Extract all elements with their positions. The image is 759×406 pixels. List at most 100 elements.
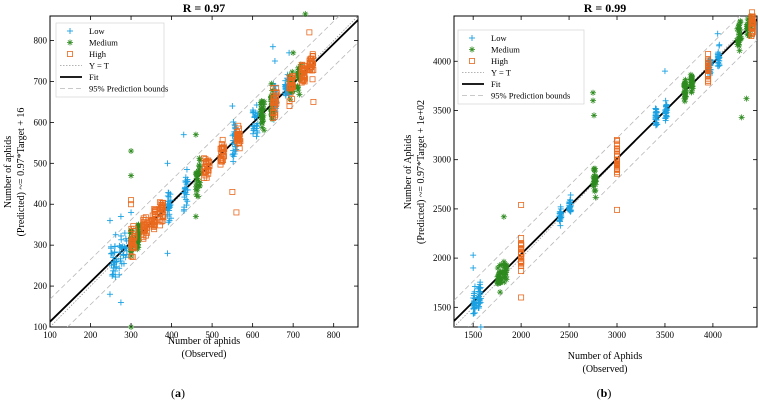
point-high-129 [201, 168, 208, 175]
legend-item-low: Low [469, 33, 507, 43]
point-low-155 [252, 112, 259, 119]
legend-label: 95% Prediction bounds [89, 84, 168, 94]
point-high-106 [614, 137, 620, 143]
point-high-103 [159, 214, 166, 221]
point-medium-77 [591, 173, 598, 180]
point-high-232 [286, 85, 293, 92]
point-medium-182 [590, 89, 597, 96]
point-high-154 [218, 141, 225, 148]
point-high-20 [518, 235, 525, 241]
point-medium-154 [289, 68, 296, 75]
legend-marker [469, 58, 475, 64]
x-tick-label-a: 200 [84, 330, 98, 340]
point-medium-63 [592, 194, 599, 201]
legend-item-low: Low [67, 26, 105, 36]
point-high-121 [202, 160, 209, 167]
point-low-212 [714, 30, 721, 37]
point-high-49 [614, 151, 620, 158]
x-tick-label-a: 300 [124, 330, 138, 340]
point-low-22 [108, 250, 115, 257]
point-low-128 [230, 158, 237, 165]
y-tick-label-a: 400 [34, 199, 48, 209]
point-medium-70 [193, 191, 200, 198]
point-high-74 [148, 218, 155, 225]
point-high-259 [300, 73, 307, 80]
point-medium-65 [194, 187, 201, 194]
point-low-209 [106, 291, 113, 298]
point-high-233 [287, 89, 294, 96]
y-tick-label-b: 2000 [433, 253, 452, 263]
point-low-36 [122, 235, 129, 242]
point-high-42 [142, 228, 149, 235]
y-tick-label-a: 800 [34, 36, 48, 46]
y-tick-label-b: 3500 [433, 105, 452, 115]
point-low-22 [470, 290, 477, 297]
point-medium-45 [501, 279, 508, 286]
point-low-50 [477, 279, 484, 286]
point-low-16 [111, 249, 118, 256]
point-low-24 [112, 274, 119, 281]
point-low-27 [116, 249, 123, 256]
point-high-198 [271, 109, 278, 116]
legend-item-medium: Medium [469, 45, 520, 55]
point-high-23 [129, 244, 136, 251]
point-high-50 [614, 147, 620, 154]
y-tick-label-b: 2500 [433, 204, 452, 214]
point-low-49 [475, 299, 482, 306]
point-medium-186 [738, 114, 745, 121]
point-low-48 [120, 251, 127, 258]
point-medium-155 [735, 36, 742, 43]
point-medium-187 [302, 10, 309, 17]
point-medium-183 [590, 97, 597, 104]
x-axis-sublabel-a: (Observed) [182, 349, 227, 360]
point-high-11 [128, 225, 135, 232]
legend-marker [67, 28, 73, 34]
point-low-214 [164, 250, 171, 257]
point-low-126 [233, 146, 240, 153]
legend-marker [67, 39, 73, 46]
point-high-181 [235, 140, 242, 147]
point-high-1 [129, 254, 136, 260]
legend-label: Fit [491, 79, 501, 89]
legend-label: Low [89, 26, 105, 36]
point-low-120 [230, 118, 237, 125]
point-low-103 [182, 187, 189, 194]
y-tick-label-b: 1500 [433, 302, 452, 312]
y-tick-label-a: 600 [34, 117, 48, 127]
y-axis-label-b: Number of Aphids [403, 135, 414, 210]
point-low-210 [477, 324, 484, 330]
point-high-102 [748, 17, 755, 24]
point-high-206 [270, 100, 276, 107]
point-medium-182 [128, 148, 135, 155]
legend-marker [469, 35, 475, 41]
point-high-178 [234, 132, 241, 138]
point-high-50 [140, 215, 147, 222]
point-low-16 [471, 283, 478, 290]
point-low-154 [254, 129, 261, 136]
point-low-155 [663, 101, 670, 108]
point-medium-93 [682, 76, 689, 83]
point-medium-188 [290, 49, 297, 56]
legend-label: Low [491, 33, 507, 43]
legend-box-a [55, 22, 165, 98]
point-low-211 [661, 68, 668, 75]
point-high-209 [286, 103, 293, 109]
point-high-100 [749, 30, 756, 37]
point-low-207 [715, 57, 722, 64]
point-high-155 [217, 157, 224, 164]
point-high-286 [128, 197, 135, 204]
point-low-25 [470, 302, 477, 309]
point-high-258 [299, 69, 306, 76]
y-tick-label-a: 500 [34, 158, 48, 168]
point-medium-183 [128, 172, 135, 179]
point-medium-145 [736, 31, 743, 38]
point-high-288 [229, 189, 236, 195]
point-medium-76 [591, 175, 598, 182]
legend-item-95-prediction-bounds: 95% Prediction bounds [462, 91, 570, 101]
point-high-25 [128, 242, 135, 249]
lower-bound-b [468, 39, 757, 327]
point-medium-93 [259, 124, 266, 131]
point-low-56 [557, 222, 564, 229]
point-medium-103 [260, 106, 267, 113]
point-medium-119 [688, 89, 695, 96]
